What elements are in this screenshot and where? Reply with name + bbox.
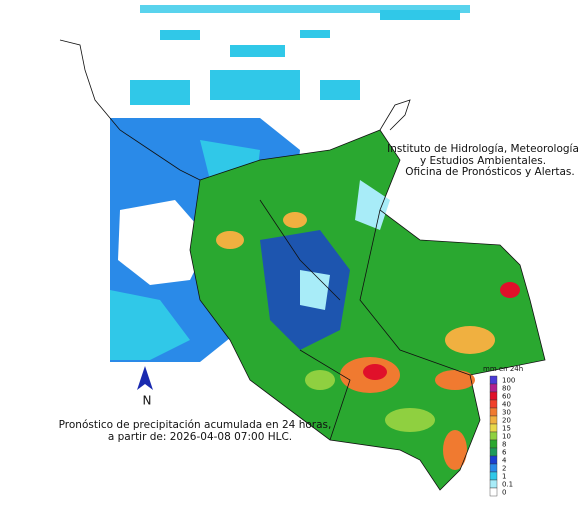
dry-area bbox=[118, 200, 210, 285]
legend-label: 2 bbox=[502, 465, 506, 473]
boundaries bbox=[59, 39, 546, 491]
heavy-rain bbox=[216, 212, 520, 470]
legend-label: 8 bbox=[502, 441, 506, 449]
legend-label: 40 bbox=[502, 401, 511, 409]
caption-line: Pronóstico de precipitación acumulada en… bbox=[59, 419, 332, 431]
north-arrow: N bbox=[137, 366, 153, 408]
legend-title: mm en 24h bbox=[483, 365, 523, 373]
rain-area bbox=[355, 180, 390, 230]
legend-swatch bbox=[489, 439, 498, 449]
legend-swatch bbox=[489, 415, 498, 425]
header-line: Oficina de Pronósticos y Alertas. bbox=[405, 166, 575, 178]
rain-specks bbox=[130, 5, 470, 105]
legend-label: 60 bbox=[502, 393, 511, 401]
legend-swatch bbox=[489, 407, 498, 417]
header-line: y Estudios Ambientales. bbox=[420, 155, 546, 167]
legend-label: 1 bbox=[502, 473, 506, 481]
legend-swatch bbox=[489, 455, 498, 465]
header: Instituto de Hidrología, Meteorología y … bbox=[387, 143, 579, 178]
legend-swatch bbox=[489, 375, 498, 385]
legend-label: 6 bbox=[502, 449, 507, 457]
legend-swatch bbox=[489, 463, 498, 473]
north-label: N bbox=[143, 394, 152, 408]
precipitation-field bbox=[110, 5, 545, 490]
legend-swatch bbox=[489, 471, 498, 481]
legend-swatch bbox=[489, 479, 498, 489]
legend-swatch bbox=[489, 487, 498, 497]
legend-label: 20 bbox=[502, 417, 511, 425]
legend-label: 100 bbox=[502, 377, 515, 385]
legend-label: 80 bbox=[502, 385, 511, 393]
legend-label: 10 bbox=[502, 433, 511, 441]
legend-label: 0.1 bbox=[502, 481, 513, 489]
legend-swatch bbox=[489, 391, 498, 401]
caption: Pronóstico de precipitación acumulada en… bbox=[59, 419, 332, 443]
legend-label: 4 bbox=[502, 457, 507, 465]
legend-swatch bbox=[489, 447, 498, 457]
legend-label: 30 bbox=[502, 409, 511, 417]
legend-label: 15 bbox=[502, 425, 511, 433]
legend-swatch bbox=[489, 431, 498, 441]
legend-label: 0 bbox=[502, 489, 506, 497]
legend-swatch bbox=[489, 383, 498, 393]
legend-swatch bbox=[489, 423, 498, 433]
legend-swatch bbox=[489, 399, 498, 409]
header-line: Instituto de Hidrología, Meteorología bbox=[387, 143, 579, 155]
caption-line: a partir de: 2026-04-08 07:00 HLC. bbox=[108, 431, 292, 443]
rain-area bbox=[300, 270, 330, 310]
rain-area bbox=[110, 290, 190, 360]
